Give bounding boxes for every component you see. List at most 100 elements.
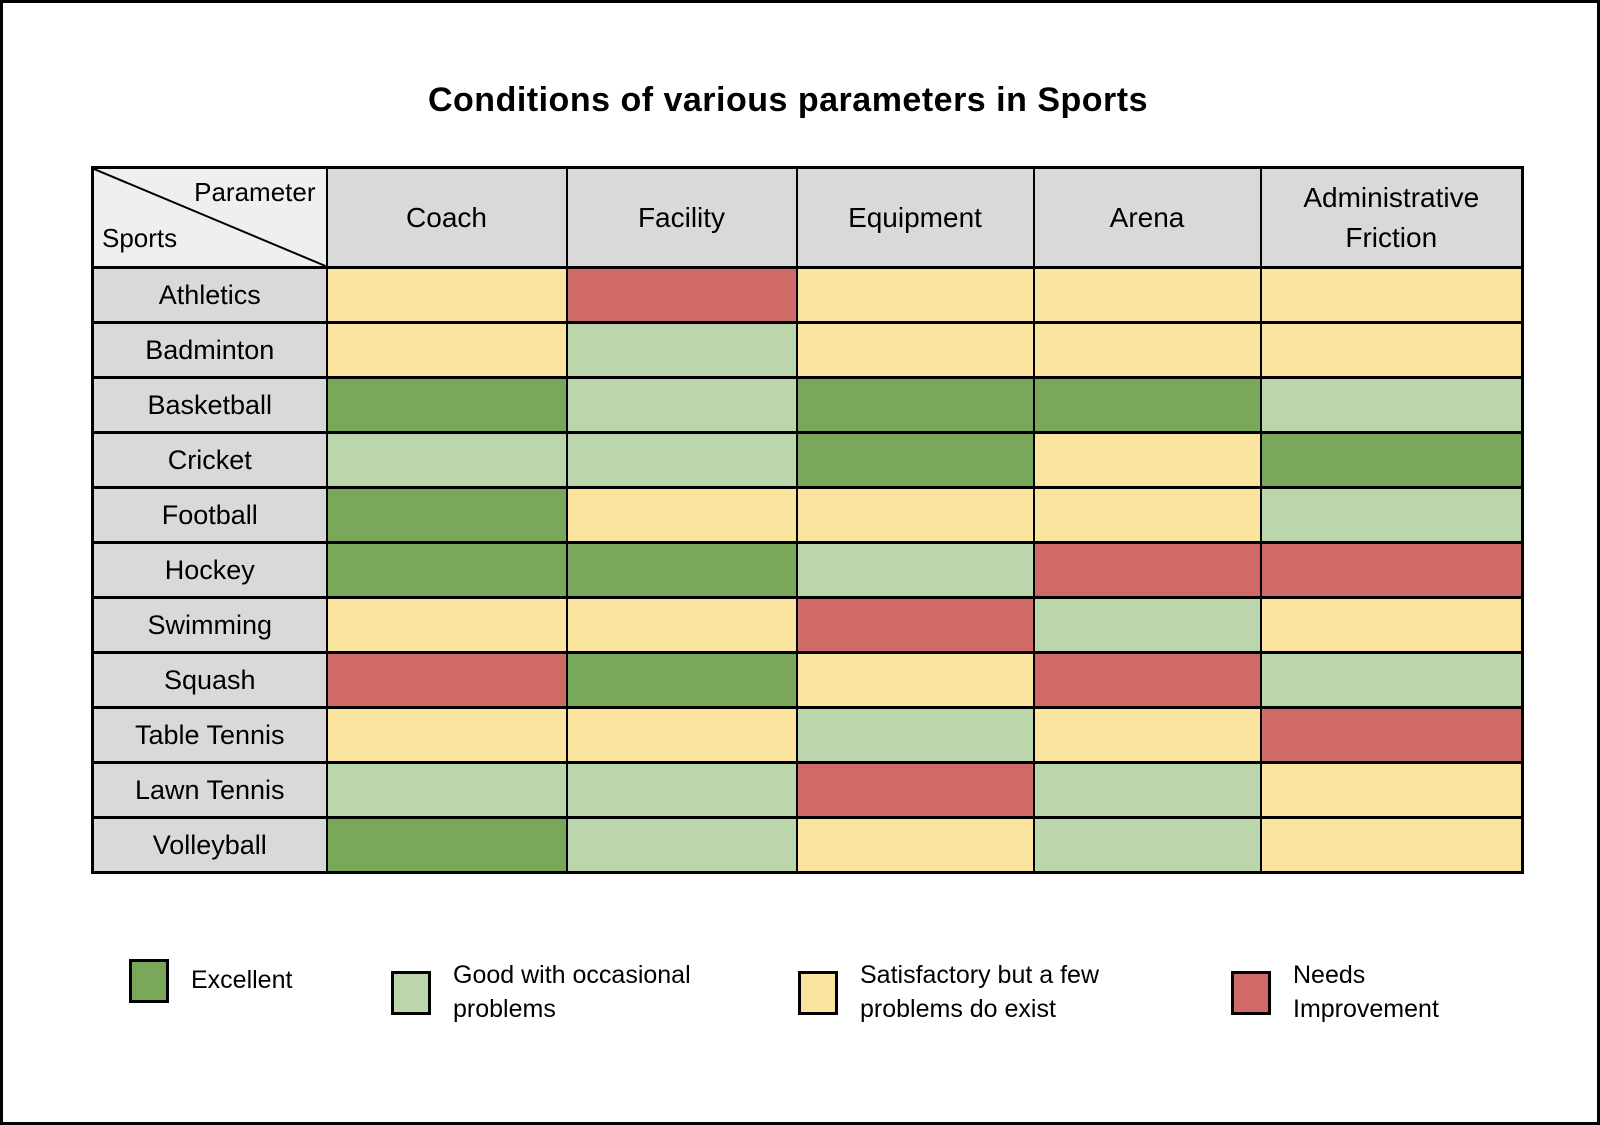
cell-hockey-administrative-friction [1259,541,1524,599]
cell-swimming-arena [1032,596,1262,654]
legend-label-excellent: Excellent [191,966,293,995]
table-row-volleyball: Volleyball [91,816,1524,874]
table-row-cricket: Cricket [91,431,1524,489]
legend-swatch-good [391,970,431,1015]
table-row-basketball: Basketball [91,376,1524,434]
header-row: Parameter Sports Coach Facility Equipment A… [91,166,1524,269]
cell-athletics-coach [325,266,568,324]
legend: Excellent Good with occasional problems Sa… [3,959,1597,1069]
cell-squash-coach [325,651,568,709]
table-row-badminton: Badminton [91,321,1524,379]
legend-item-good: Good with occasional problems [391,959,733,1027]
sport-label-badminton: Badminton [91,321,328,379]
cell-table-tennis-arena [1032,706,1262,764]
legend-swatch-satisfactory [798,970,838,1015]
sport-label-squash: Squash [91,651,328,709]
cell-lawn-tennis-administrative-friction [1259,761,1524,819]
cell-squash-equipment [795,651,1035,709]
column-header-coach: Coach [325,166,568,269]
legend-label-satisfactory: Satisfactory but a few problems do exist [860,961,1100,1023]
cell-athletics-facility [565,266,798,324]
sport-label-cricket: Cricket [91,431,328,489]
cell-basketball-equipment [795,376,1035,434]
legend-item-satisfactory: Satisfactory but a few problems do exist [798,959,1150,1027]
cell-table-tennis-facility [565,706,798,764]
legend-item-needs-improvement: Needs Improvement [1231,959,1473,1027]
sport-label-swimming: Swimming [91,596,328,654]
cell-table-tennis-administrative-friction [1259,706,1524,764]
cell-squash-arena [1032,651,1262,709]
table-row-athletics: Athletics [91,266,1524,324]
legend-label-good: Good with occasional problems [453,961,691,1023]
cell-football-administrative-friction [1259,486,1524,544]
sport-label-table-tennis: Table Tennis [91,706,328,764]
cell-cricket-arena [1032,431,1262,489]
cell-basketball-coach [325,376,568,434]
table-row-lawn-tennis: Lawn Tennis [91,761,1524,819]
cell-cricket-administrative-friction [1259,431,1524,489]
cell-volleyball-facility [565,816,798,874]
cell-badminton-facility [565,321,798,379]
column-header-equipment: Equipment [795,166,1035,269]
table-row-table-tennis: Table Tennis [91,706,1524,764]
sport-label-lawn-tennis: Lawn Tennis [91,761,328,819]
cell-lawn-tennis-facility [565,761,798,819]
cell-volleyball-administrative-friction [1259,816,1524,874]
cell-hockey-coach [325,541,568,599]
table-body: Athletics Badminton Basketball Cricket Footb… [91,266,1524,874]
cell-swimming-facility [565,596,798,654]
cell-basketball-arena [1032,376,1262,434]
cell-table-tennis-equipment [795,706,1035,764]
cell-hockey-equipment [795,541,1035,599]
cell-volleyball-equipment [795,816,1035,874]
cell-football-equipment [795,486,1035,544]
cell-swimming-administrative-friction [1259,596,1524,654]
legend-swatch-needs-improvement [1231,970,1271,1015]
cell-squash-facility [565,651,798,709]
cell-badminton-arena [1032,321,1262,379]
cell-athletics-equipment [795,266,1035,324]
cell-basketball-facility [565,376,798,434]
cell-swimming-coach [325,596,568,654]
sport-label-basketball: Basketball [91,376,328,434]
cell-cricket-facility [565,431,798,489]
column-header-facility: Facility [565,166,798,269]
legend-item-excellent: Excellent [129,959,292,1003]
corner-cell: Parameter Sports [91,166,328,269]
cell-lawn-tennis-equipment [795,761,1035,819]
cell-table-tennis-coach [325,706,568,764]
cell-lawn-tennis-arena [1032,761,1262,819]
conditions-table: Parameter Sports Coach Facility Equipment A… [91,166,1524,874]
cell-athletics-administrative-friction [1259,266,1524,324]
diagonal-divider-line [94,169,326,266]
cell-cricket-equipment [795,431,1035,489]
corner-parameter-label: Parameter [194,177,316,207]
cell-cricket-coach [325,431,568,489]
corner-sports-label: Sports [102,223,178,253]
sport-label-volleyball: Volleyball [91,816,328,874]
cell-football-coach [325,486,568,544]
cell-badminton-coach [325,321,568,379]
column-header-arena: Arena [1032,166,1262,269]
column-header-administrative-friction: Administrative Friction [1259,166,1524,269]
cell-basketball-administrative-friction [1259,376,1524,434]
cell-badminton-equipment [795,321,1035,379]
sport-label-football: Football [91,486,328,544]
legend-swatch-excellent [129,959,169,1003]
cell-volleyball-coach [325,816,568,874]
cell-volleyball-arena [1032,816,1262,874]
cell-football-facility [565,486,798,544]
table-row-football: Football [91,486,1524,544]
chart-title: Conditions of various parameters in Spor… [427,81,1148,119]
cell-swimming-equipment [795,596,1035,654]
sport-label-hockey: Hockey [91,541,328,599]
cell-athletics-arena [1032,266,1262,324]
table-row-swimming: Swimming [91,596,1524,654]
cell-squash-administrative-friction [1259,651,1524,709]
table-row-hockey: Hockey [91,541,1524,599]
cell-badminton-administrative-friction [1259,321,1524,379]
cell-hockey-arena [1032,541,1262,599]
cell-football-arena [1032,486,1262,544]
cell-lawn-tennis-coach [325,761,568,819]
